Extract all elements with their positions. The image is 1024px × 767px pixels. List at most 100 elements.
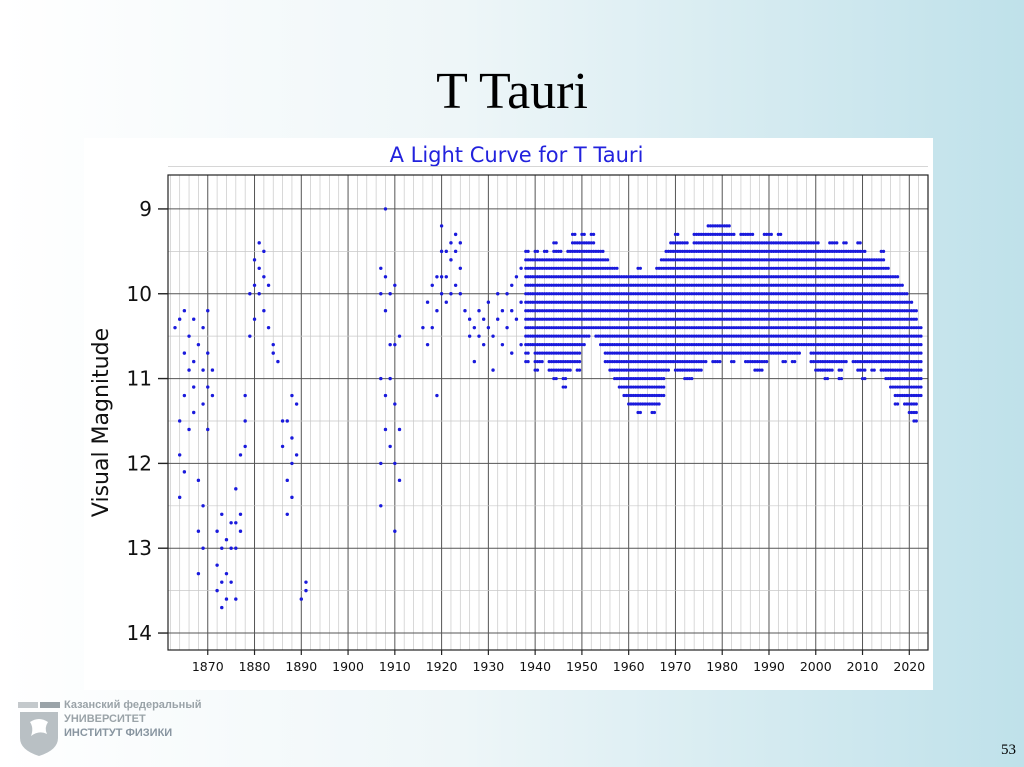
data-point (575, 317, 579, 321)
data-point (524, 300, 528, 304)
x-tick-label: 1980 (706, 659, 738, 674)
data-point (556, 258, 561, 262)
data-point (912, 393, 916, 398)
data-point (853, 266, 858, 270)
data-point (858, 309, 862, 313)
data-point (732, 326, 736, 330)
data-point (603, 266, 607, 270)
data-point (531, 334, 535, 338)
data-point (552, 275, 556, 279)
data-point (638, 410, 642, 415)
data-point (477, 309, 481, 313)
data-point (615, 360, 619, 364)
data-point (758, 266, 762, 270)
data-point (678, 351, 682, 355)
data-point (533, 292, 537, 296)
data-point (580, 343, 584, 347)
data-point (603, 351, 607, 355)
data-point (715, 275, 720, 279)
data-point (837, 334, 841, 338)
data-point (620, 283, 624, 287)
data-point (615, 334, 619, 338)
data-point (741, 343, 745, 347)
data-point (687, 317, 692, 321)
data-point (734, 249, 738, 253)
data-point (842, 266, 846, 270)
data-point (891, 376, 895, 381)
data-point (891, 283, 895, 287)
data-point (659, 326, 664, 330)
data-point (835, 351, 839, 355)
data-point (898, 368, 902, 372)
data-point (919, 385, 923, 389)
data-point (821, 326, 825, 330)
data-point (575, 360, 579, 364)
data-point (818, 317, 823, 321)
data-point (828, 351, 832, 355)
data-point (673, 258, 678, 262)
data-point (687, 292, 692, 296)
data-point (846, 317, 851, 321)
data-point (832, 283, 837, 287)
data-point (874, 334, 879, 338)
data-point (914, 376, 918, 381)
data-point (570, 334, 575, 338)
data-point (617, 343, 621, 347)
data-point (514, 275, 519, 279)
data-point (603, 326, 607, 330)
data-point (592, 317, 596, 321)
data-point (748, 258, 752, 262)
data-point (584, 241, 589, 245)
data-point (650, 385, 654, 389)
data-point (907, 410, 911, 415)
data-point (884, 360, 888, 364)
data-point (725, 317, 729, 321)
data-point (888, 283, 893, 287)
data-point (690, 283, 694, 287)
data-point (671, 258, 675, 262)
data-point (830, 283, 834, 287)
data-point (853, 343, 858, 347)
data-point (659, 360, 664, 364)
data-point (872, 360, 876, 364)
data-point (528, 283, 533, 287)
data-point (196, 529, 201, 533)
data-point (540, 317, 544, 321)
data-point (722, 334, 727, 338)
data-point (729, 309, 734, 313)
data-point (781, 241, 785, 245)
data-point (552, 300, 556, 304)
data-point (641, 393, 645, 398)
data-point (877, 334, 881, 338)
data-point (715, 249, 720, 253)
data-point (758, 334, 762, 338)
data-point (727, 266, 731, 270)
data-point (652, 343, 657, 347)
data-point (811, 360, 816, 364)
data-point (781, 258, 785, 262)
data-point (839, 343, 844, 347)
data-point (215, 588, 219, 593)
data-point (816, 275, 820, 279)
data-point (694, 343, 699, 347)
data-point (379, 504, 383, 508)
data-point (610, 351, 614, 355)
data-point (893, 326, 897, 330)
data-point (538, 300, 542, 304)
data-point (563, 275, 568, 279)
data-point (573, 232, 577, 236)
data-point (617, 385, 621, 389)
data-point (554, 292, 558, 296)
data-point (870, 343, 874, 347)
data-point (636, 266, 640, 270)
data-point (795, 292, 799, 296)
data-point (718, 351, 722, 355)
data-point (837, 351, 841, 355)
data-point (638, 402, 642, 406)
data-point (196, 571, 201, 576)
data-point (535, 258, 540, 262)
data-point (877, 258, 881, 262)
data-point (697, 275, 701, 279)
data-point (708, 275, 713, 279)
data-point (697, 241, 701, 245)
